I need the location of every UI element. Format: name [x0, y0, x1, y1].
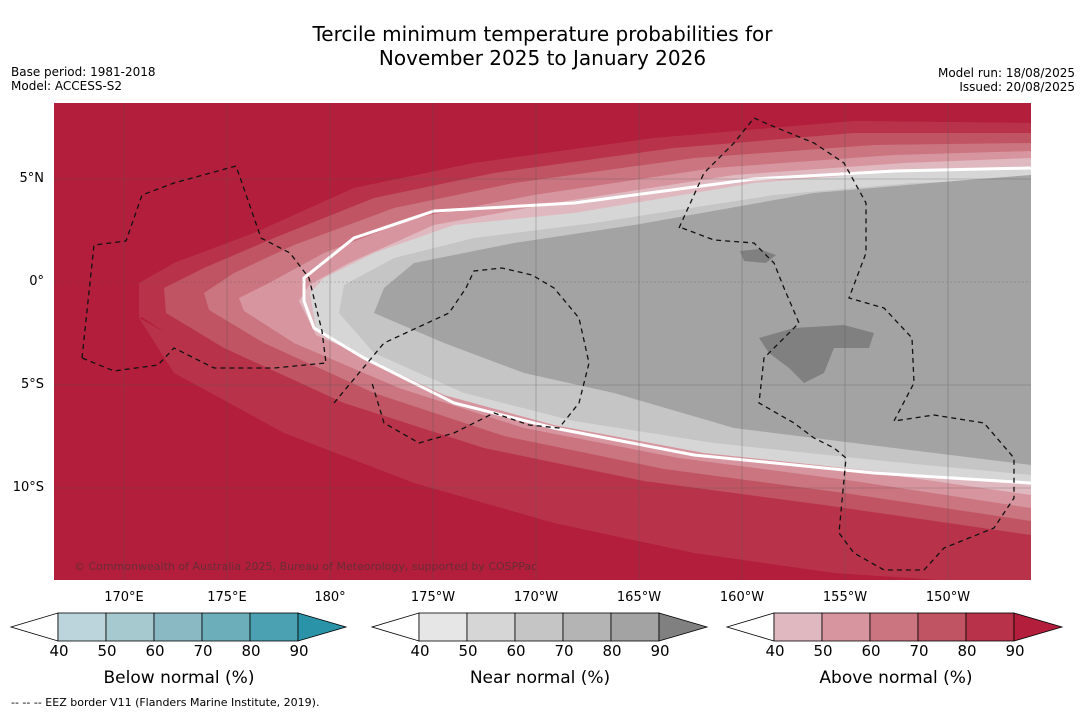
- tick-near-60: 60: [506, 642, 526, 660]
- copyright-notice: © Commonwealth of Australia 2025, Bureau…: [74, 560, 537, 573]
- colorbar-max-triangle: [297, 612, 348, 642]
- lat-label-10s: 10°S: [12, 480, 44, 495]
- tick-above-90: 90: [1005, 642, 1025, 660]
- colorbar-below-normal: [10, 612, 348, 642]
- lon-label-160w: 160°W: [719, 590, 765, 605]
- colorbar-segment: [965, 612, 1015, 642]
- colorbar-segment: [201, 612, 251, 642]
- tick-near-50: 50: [458, 642, 478, 660]
- colorbar-segment: [153, 612, 203, 642]
- issued-date: Issued: 20/08/2025: [959, 80, 1075, 94]
- lon-label-155w: 155°W: [822, 590, 868, 605]
- colorbar-segment: [105, 612, 155, 642]
- lon-label-180: 180°: [314, 590, 346, 605]
- tick-near-40: 40: [410, 642, 430, 660]
- lon-label-150w: 150°W: [925, 590, 971, 605]
- tick-below-40: 40: [49, 642, 69, 660]
- colorbar-segment: [514, 612, 564, 642]
- colorbar-segment: [249, 612, 299, 642]
- lon-label-175w: 175°W: [410, 590, 456, 605]
- tick-near-90: 90: [650, 642, 670, 660]
- base-period: Base period: 1981-2018: [11, 65, 156, 79]
- tick-above-50: 50: [813, 642, 833, 660]
- tick-near-80: 80: [602, 642, 622, 660]
- colorbar-segment: [418, 612, 468, 642]
- colorbar-segment: [869, 612, 919, 642]
- lon-label-170w: 170°W: [513, 590, 559, 605]
- eez-footnote: -- -- -- EEZ border V11 (Flanders Marine…: [11, 696, 320, 709]
- lat-label-5s: 5°S: [20, 377, 44, 392]
- tick-above-60: 60: [861, 642, 881, 660]
- colorbar-segment: [466, 612, 516, 642]
- contour-near-80: [374, 175, 1031, 465]
- title-line-2: November 2025 to January 2026: [378, 46, 707, 70]
- colorbar-label-near: Near normal (%): [469, 668, 611, 688]
- tick-below-50: 50: [97, 642, 117, 660]
- colorbar-min-triangle: [726, 612, 775, 642]
- tick-below-80: 80: [241, 642, 261, 660]
- tick-below-70: 70: [193, 642, 213, 660]
- colorbar-segment: [610, 612, 660, 642]
- model-run-date: Model run: 18/08/2025: [937, 66, 1075, 80]
- near-normal-boundary: [302, 166, 1031, 485]
- tick-below-60: 60: [145, 642, 165, 660]
- graticule: [54, 103, 1031, 580]
- lon-label-175e: 175°E: [207, 590, 247, 605]
- colorbar-segment: [773, 612, 823, 642]
- meta-left: Base period: 1981-2018 Model: ACCESS-S2: [11, 65, 156, 93]
- colorbar-label-below: Below normal (%): [103, 668, 255, 688]
- colorbar-max-triangle: [1013, 612, 1064, 642]
- lat-label-5n: 5°N: [19, 171, 45, 186]
- model-name: Model: ACCESS-S2: [11, 79, 123, 93]
- colorbar-segment: [917, 612, 967, 642]
- contour-near-90-a: [740, 249, 776, 263]
- tick-below-90: 90: [289, 642, 309, 660]
- tick-above-40: 40: [765, 642, 785, 660]
- eez-borders: [81, 117, 1015, 571]
- title-line-1: Tercile minimum temperature probabilitie…: [312, 22, 773, 46]
- lat-label-0: 0°: [29, 274, 44, 289]
- colorbar-min-triangle: [371, 612, 420, 642]
- meta-right: Model run: 18/08/2025 Issued: 20/08/2025: [938, 66, 1075, 94]
- map-title: Tercile minimum temperature probabilitie…: [0, 22, 1085, 70]
- colorbar-max-triangle: [658, 612, 709, 642]
- probability-map: © Commonwealth of Australia 2025, Bureau…: [54, 103, 1031, 580]
- colorbar-min-triangle: [10, 612, 59, 642]
- colorbar-label-above: Above normal (%): [819, 668, 973, 688]
- tick-above-70: 70: [909, 642, 929, 660]
- lon-label-170e: 170°E: [104, 590, 144, 605]
- tick-near-70: 70: [554, 642, 574, 660]
- colorbar-segment: [821, 612, 871, 642]
- colorbar-near-normal: [371, 612, 709, 642]
- colorbar-segment: [562, 612, 612, 642]
- colorbar-segment: [57, 612, 107, 642]
- lon-label-165w: 165°W: [616, 590, 662, 605]
- tick-above-80: 80: [957, 642, 977, 660]
- colorbar-above-normal: [726, 612, 1064, 642]
